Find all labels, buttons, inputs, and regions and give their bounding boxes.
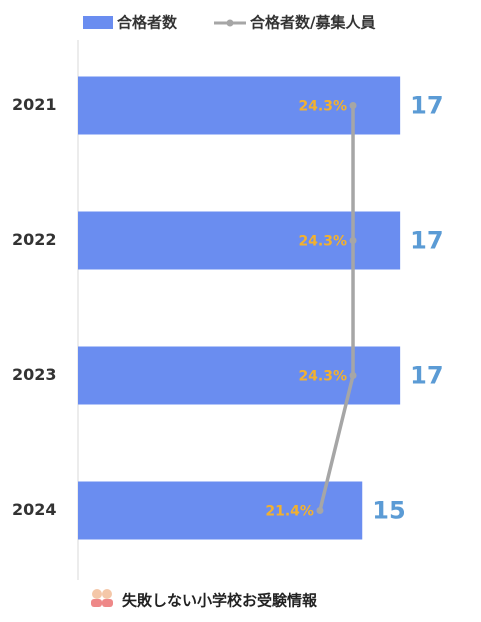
line-point	[349, 102, 357, 109]
line	[318, 105, 355, 511]
legend-label: 合格者数	[116, 14, 178, 32]
line-point	[349, 237, 357, 244]
bar-value-label: 17	[410, 362, 443, 390]
footer: 失敗しない小学校お受験情報	[122, 592, 318, 610]
legend-swatch	[83, 16, 113, 29]
bar-value-label: 17	[410, 227, 443, 255]
footer-icon	[91, 589, 113, 607]
bar	[78, 481, 363, 540]
y-tick-label: 2022	[12, 230, 57, 249]
y-tick-label: 2024	[12, 500, 57, 519]
line-value-label: 24.3%	[298, 369, 347, 385]
legend-swatch	[226, 19, 234, 27]
bar	[78, 76, 401, 135]
legend-label: 合格者数/募集人員	[249, 14, 375, 32]
y-tick-label: 2023	[12, 365, 57, 384]
line-point	[349, 372, 357, 379]
y-tick-label: 2021	[12, 95, 57, 114]
bar-value-label: 15	[372, 497, 405, 525]
bar	[78, 211, 401, 270]
line-point	[316, 507, 324, 514]
line-value-label: 24.3%	[298, 234, 347, 250]
line-value-label: 24.3%	[298, 99, 347, 115]
bar	[78, 346, 401, 405]
line-value-label: 21.4%	[265, 504, 314, 520]
bar-value-label: 17	[410, 92, 443, 120]
